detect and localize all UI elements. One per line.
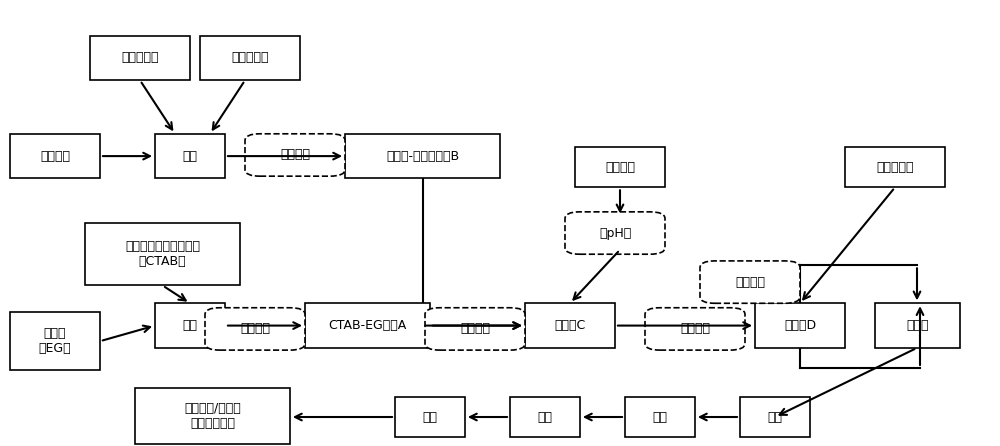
- Text: 烧杯: 烧杯: [182, 319, 198, 332]
- Text: 超声搅拌: 超声搅拌: [280, 149, 310, 161]
- Text: 九水硝酸铁: 九水硝酸铁: [231, 51, 269, 65]
- FancyBboxPatch shape: [205, 308, 305, 350]
- FancyBboxPatch shape: [345, 134, 500, 178]
- FancyBboxPatch shape: [85, 223, 240, 285]
- FancyBboxPatch shape: [200, 36, 300, 80]
- FancyBboxPatch shape: [305, 303, 430, 348]
- FancyBboxPatch shape: [155, 134, 225, 178]
- FancyBboxPatch shape: [700, 261, 800, 303]
- FancyBboxPatch shape: [10, 312, 100, 370]
- Text: 超声搅拌: 超声搅拌: [460, 322, 490, 335]
- Text: 超声搅拌: 超声搅拌: [240, 322, 270, 335]
- Text: 混合物D: 混合物D: [784, 319, 816, 332]
- Text: CTAB-EG溶液A: CTAB-EG溶液A: [328, 319, 407, 332]
- Text: 碳酸氧铋/海泡石
复合光催化剂: 碳酸氧铋/海泡石 复合光催化剂: [184, 402, 241, 430]
- Text: 十六烷基三甲基溴化铵
（CTAB）: 十六烷基三甲基溴化铵 （CTAB）: [125, 240, 200, 268]
- FancyBboxPatch shape: [875, 303, 960, 348]
- Text: 乙二醇
（EG）: 乙二醇 （EG）: [39, 327, 71, 355]
- Text: 强碱溶液: 强碱溶液: [605, 161, 635, 174]
- FancyBboxPatch shape: [525, 303, 615, 348]
- FancyBboxPatch shape: [755, 303, 845, 348]
- Text: 干燥: 干燥: [423, 410, 438, 424]
- Text: 混合物C: 混合物C: [554, 319, 586, 332]
- FancyBboxPatch shape: [10, 134, 100, 178]
- Text: 超声搅拌: 超声搅拌: [680, 322, 710, 335]
- FancyBboxPatch shape: [155, 303, 225, 348]
- FancyBboxPatch shape: [395, 397, 465, 437]
- Text: 过滤: 过滤: [652, 410, 668, 424]
- FancyBboxPatch shape: [90, 36, 190, 80]
- FancyBboxPatch shape: [845, 147, 945, 187]
- Text: 硝酸铋-硝酸铁溶液B: 硝酸铋-硝酸铁溶液B: [386, 149, 459, 163]
- FancyBboxPatch shape: [565, 212, 665, 254]
- Text: 高压釜: 高压釜: [906, 319, 929, 332]
- Text: 调pH值: 调pH值: [599, 227, 631, 240]
- FancyBboxPatch shape: [135, 388, 290, 444]
- FancyBboxPatch shape: [245, 134, 345, 176]
- FancyBboxPatch shape: [625, 397, 695, 437]
- Text: 冷却: 冷却: [768, 410, 782, 424]
- Text: 洗涤: 洗涤: [538, 410, 552, 424]
- FancyBboxPatch shape: [575, 147, 665, 187]
- FancyBboxPatch shape: [425, 308, 525, 350]
- Text: 超声搅拌: 超声搅拌: [735, 276, 765, 289]
- Text: 去离子水: 去离子水: [40, 149, 70, 163]
- FancyBboxPatch shape: [645, 308, 745, 350]
- FancyBboxPatch shape: [740, 397, 810, 437]
- Text: 烧杯: 烧杯: [182, 149, 198, 163]
- Text: 纯化海泡石: 纯化海泡石: [876, 161, 914, 174]
- Text: 五水硝酸铋: 五水硝酸铋: [121, 51, 159, 65]
- FancyBboxPatch shape: [510, 397, 580, 437]
